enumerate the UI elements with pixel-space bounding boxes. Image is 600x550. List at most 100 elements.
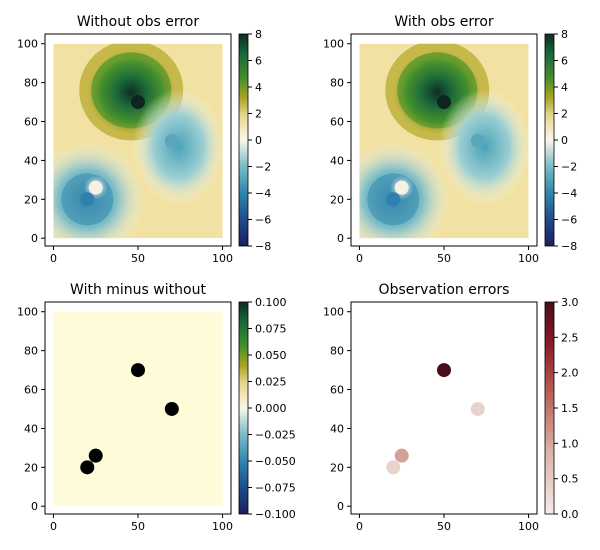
colorbar-tick-label: −0.075 (255, 482, 296, 495)
ytick-label: 0 (31, 500, 38, 513)
colorbar-3 (238, 301, 249, 515)
colorbar-tick-label: 0 (561, 134, 568, 147)
marker-1-4 (164, 133, 179, 148)
marker-3-2 (88, 448, 103, 463)
colorbar-tick-label: 4 (255, 81, 262, 94)
colorbar-tick-label: 6 (561, 55, 568, 68)
colorbar-tick-label: −8 (561, 240, 577, 253)
marker-2-3 (437, 95, 451, 110)
colorbar-tick-label: −0.100 (255, 508, 296, 521)
marker-4-4 (470, 401, 485, 416)
ytick-label: 0 (337, 500, 344, 513)
marker-3-1 (80, 460, 95, 475)
colorbar-tick-label: −4 (561, 187, 577, 200)
ytick-label: 40 (330, 422, 344, 435)
ytick-label: 100 (17, 38, 38, 51)
marker-1-2 (88, 180, 103, 195)
panel-3: 0 50 100 0 20 40 60 80 100 With minus without 0.10… (17, 282, 296, 533)
marker-2-1 (386, 192, 401, 207)
ytick-label: 80 (24, 345, 38, 358)
ytick-label: 60 (330, 116, 344, 129)
marker-3-4 (164, 401, 179, 416)
xtick-label: 0 (50, 520, 57, 533)
ytick-label: 80 (330, 345, 344, 358)
colorbar-tick-label: 1.0 (561, 437, 579, 450)
xtick-label: 50 (131, 520, 145, 533)
colorbar-tick-label: −2 (255, 161, 271, 174)
ytick-label: 20 (24, 461, 38, 474)
xtick-label: 100 (518, 520, 539, 533)
colorbar-tick-label: 1.5 (561, 402, 579, 415)
colorbar-1 (238, 33, 249, 247)
ytick-label: 80 (330, 77, 344, 90)
ytick-label: 80 (24, 77, 38, 90)
colorbar-tick-label: 8 (561, 28, 568, 41)
colorbar-tick-label: −2 (561, 161, 577, 174)
colorbar-tick-label: 4 (561, 81, 568, 94)
colorbar-tick-label: 0.100 (255, 296, 287, 309)
colorbar-tick-label: −6 (255, 214, 271, 227)
colorbar-tick-label: 0 (255, 134, 262, 147)
ytick-label: 100 (323, 306, 344, 319)
xtick-label: 100 (518, 252, 539, 265)
ytick-label: 40 (24, 422, 38, 435)
colorbar-tick-label: 0.025 (255, 376, 287, 389)
xtick-label: 0 (50, 252, 57, 265)
ytick-label: 40 (330, 154, 344, 167)
ytick-label: 20 (330, 193, 344, 206)
colorbar-2 (544, 33, 555, 247)
colorbar-tick-label: 0.000 (255, 402, 287, 415)
colorbar-4 (544, 301, 555, 515)
colorbar-tick-label: −8 (255, 240, 271, 253)
marker-1-1 (80, 192, 95, 207)
colorbar-tick-label: −6 (561, 214, 577, 227)
axes-frame-4 (350, 301, 538, 515)
ytick-label: 60 (24, 116, 38, 129)
xtick-label: 50 (131, 252, 145, 265)
colorbar-tick-label: 0.0 (561, 508, 579, 521)
panel-title: With obs error (394, 14, 494, 30)
ytick-label: 40 (24, 154, 38, 167)
colorbar-tick-label: 3.0 (561, 296, 579, 309)
marker-4-1 (386, 460, 401, 475)
ytick-label: 100 (17, 306, 38, 319)
colorbar-tick-label: 8 (255, 28, 262, 41)
xtick-label: 0 (356, 252, 363, 265)
colorbar-tick-label: −0.050 (255, 455, 296, 468)
xtick-label: 100 (212, 520, 233, 533)
xtick-label: 100 (212, 252, 233, 265)
xtick-label: 0 (356, 520, 363, 533)
colorbar-tick-label: 2 (255, 108, 262, 121)
marker-4-2 (394, 448, 409, 463)
marker-3-3 (131, 363, 145, 378)
colorbar-tick-label: 0.050 (255, 349, 287, 362)
ytick-label: 0 (31, 232, 38, 245)
xtick-label: 50 (437, 520, 451, 533)
ytick-label: 60 (24, 384, 38, 397)
colorbar-tick-label: 2 (561, 108, 568, 121)
ytick-label: 20 (24, 193, 38, 206)
ytick-label: 100 (323, 38, 344, 51)
panel-4: 0 50 100 0 20 40 60 80 100 Observation errors 3.0 2… (323, 282, 579, 533)
panel-title: Observation errors (379, 282, 510, 298)
ytick-label: 60 (330, 384, 344, 397)
ytick-label: 0 (337, 232, 344, 245)
panel-title: With minus without (70, 282, 206, 298)
marker-2-2 (394, 180, 409, 195)
colorbar-tick-label: 2.5 (561, 331, 579, 344)
colorbar-tick-label: 0.5 (561, 473, 579, 486)
colorbar-tick-label: 0.075 (255, 323, 287, 336)
xtick-label: 50 (437, 252, 451, 265)
field-1 (53, 43, 223, 239)
panel-title: Without obs error (77, 14, 199, 30)
marker-4-3 (437, 363, 451, 378)
ytick-label: 20 (330, 461, 344, 474)
field-2 (359, 43, 529, 239)
field-3 (53, 311, 223, 507)
marker-2-4 (470, 133, 485, 148)
colorbar-tick-label: 2.0 (561, 367, 579, 380)
colorbar-tick-label: −0.025 (255, 429, 296, 442)
